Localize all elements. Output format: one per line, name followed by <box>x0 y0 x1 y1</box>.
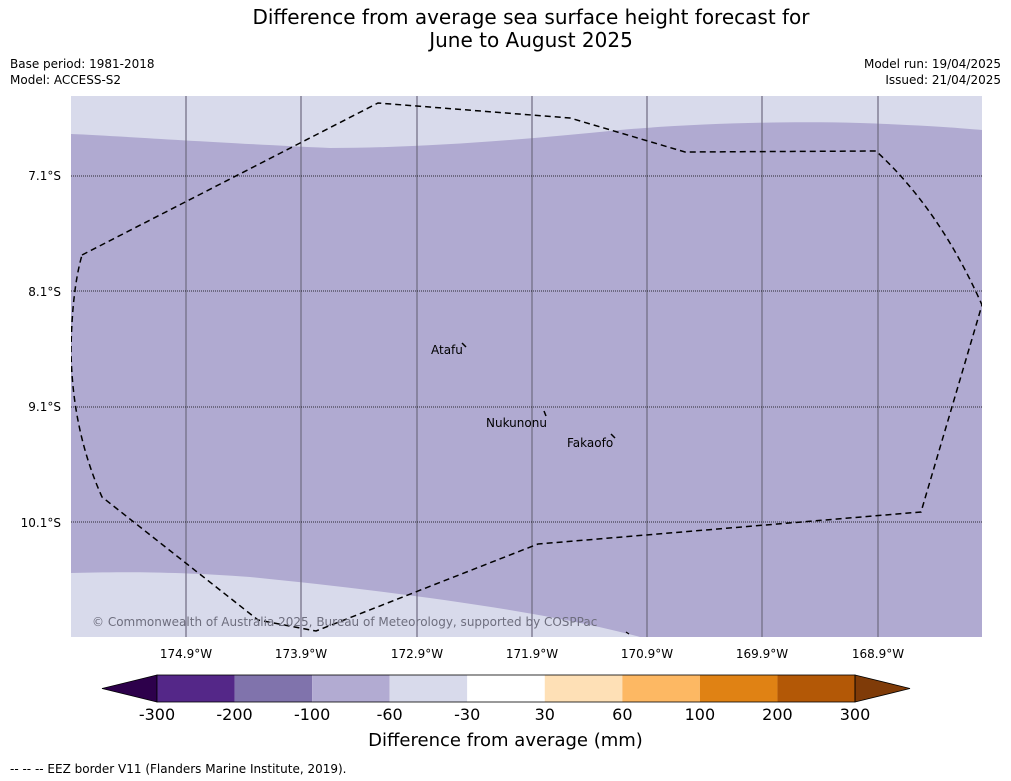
map-area: Atafu Nukunonu Fakaofo © Commonwealth of… <box>71 96 982 637</box>
lat-label: 7.1°S <box>28 169 61 183</box>
model-run: Model run: 19/04/2025 <box>863 57 1001 71</box>
colorbar-tick-label: -200 <box>216 705 252 724</box>
colorbar-ticks: -300 -200 -100 -60 -30 30 60 100 200 300 <box>139 705 870 724</box>
place-fakaofo: Fakaofo <box>567 436 613 450</box>
colorbar-tick-label: 300 <box>840 705 871 724</box>
latitude-labels: 7.1°S 8.1°S 9.1°S 10.1°S <box>21 169 61 530</box>
colorbar-arrow-high <box>854 674 911 703</box>
colorbar-segment <box>234 675 313 702</box>
colorbar-segment <box>699 675 778 702</box>
title-line-2: June to August 2025 <box>429 28 633 52</box>
colorbar-outline <box>156 674 856 703</box>
anomaly-fill-main <box>71 122 982 637</box>
lat-label: 8.1°S <box>28 285 61 299</box>
eez-border <box>71 102 982 632</box>
model-name: Model: ACCESS-S2 <box>10 73 122 87</box>
colorbar-tick-label: 30 <box>535 705 555 724</box>
meta-right: Model run: 19/04/2025 Issued: 21/04/2025 <box>864 56 1001 88</box>
atafu-island <box>461 342 467 348</box>
longitude-gridlines <box>185 96 879 637</box>
colorbar-segment <box>389 675 468 702</box>
colorbar-tick-label: -100 <box>294 705 330 724</box>
map-title: Difference from average sea surface heig… <box>0 6 1011 52</box>
colorbar-tick-label: 200 <box>762 705 793 724</box>
colorbar-segment <box>544 675 623 702</box>
colorbar-tick-label: -300 <box>139 705 175 724</box>
title-line-1: Difference from average sea surface heig… <box>252 5 810 29</box>
issued-date: Issued: 21/04/2025 <box>885 73 1001 87</box>
colorbar-segment <box>312 675 390 702</box>
colorbar-segment <box>777 675 855 702</box>
longitude-labels: 174.9°W 173.9°W 172.9°W 171.9°W 170.9°W … <box>160 647 904 661</box>
colorbar-tick-label: 100 <box>685 705 716 724</box>
colorbar-tick-label: -30 <box>454 705 480 724</box>
swains-island <box>625 631 630 635</box>
place-nukunonu: Nukunonu <box>486 416 547 430</box>
colorbar-segment <box>622 675 700 702</box>
colorbar-segment <box>467 675 545 702</box>
colorbar-tick-label: 60 <box>612 705 632 724</box>
lon-label: 172.9°W <box>391 647 443 661</box>
colorbar-title: Difference from average (mm) <box>368 730 643 751</box>
lon-label: 168.9°W <box>852 647 904 661</box>
lon-label: 170.9°W <box>621 647 673 661</box>
lon-label: 169.9°W <box>736 647 788 661</box>
lat-label: 10.1°S <box>21 516 61 530</box>
copyright-text: © Commonwealth of Australia 2025, Bureau… <box>92 615 597 629</box>
eez-legend: -- -- -- EEZ border V11 (Flanders Marine… <box>10 762 347 776</box>
colorbar-segment <box>157 675 235 702</box>
meta-left: Base period: 1981-2018 Model: ACCESS-S2 <box>10 56 155 88</box>
lat-label: 9.1°S <box>28 400 61 414</box>
lon-label: 174.9°W <box>160 647 212 661</box>
place-atafu: Atafu <box>431 343 463 357</box>
nukunonu-island <box>543 410 547 417</box>
colorbar <box>101 674 911 703</box>
colorbar-tick-label: -60 <box>377 705 403 724</box>
base-period: Base period: 1981-2018 <box>10 57 155 71</box>
fakaofo-island <box>610 433 616 439</box>
lon-label: 173.9°W <box>275 647 327 661</box>
colorbar-arrow-low <box>101 674 158 703</box>
lon-label: 171.9°W <box>506 647 558 661</box>
